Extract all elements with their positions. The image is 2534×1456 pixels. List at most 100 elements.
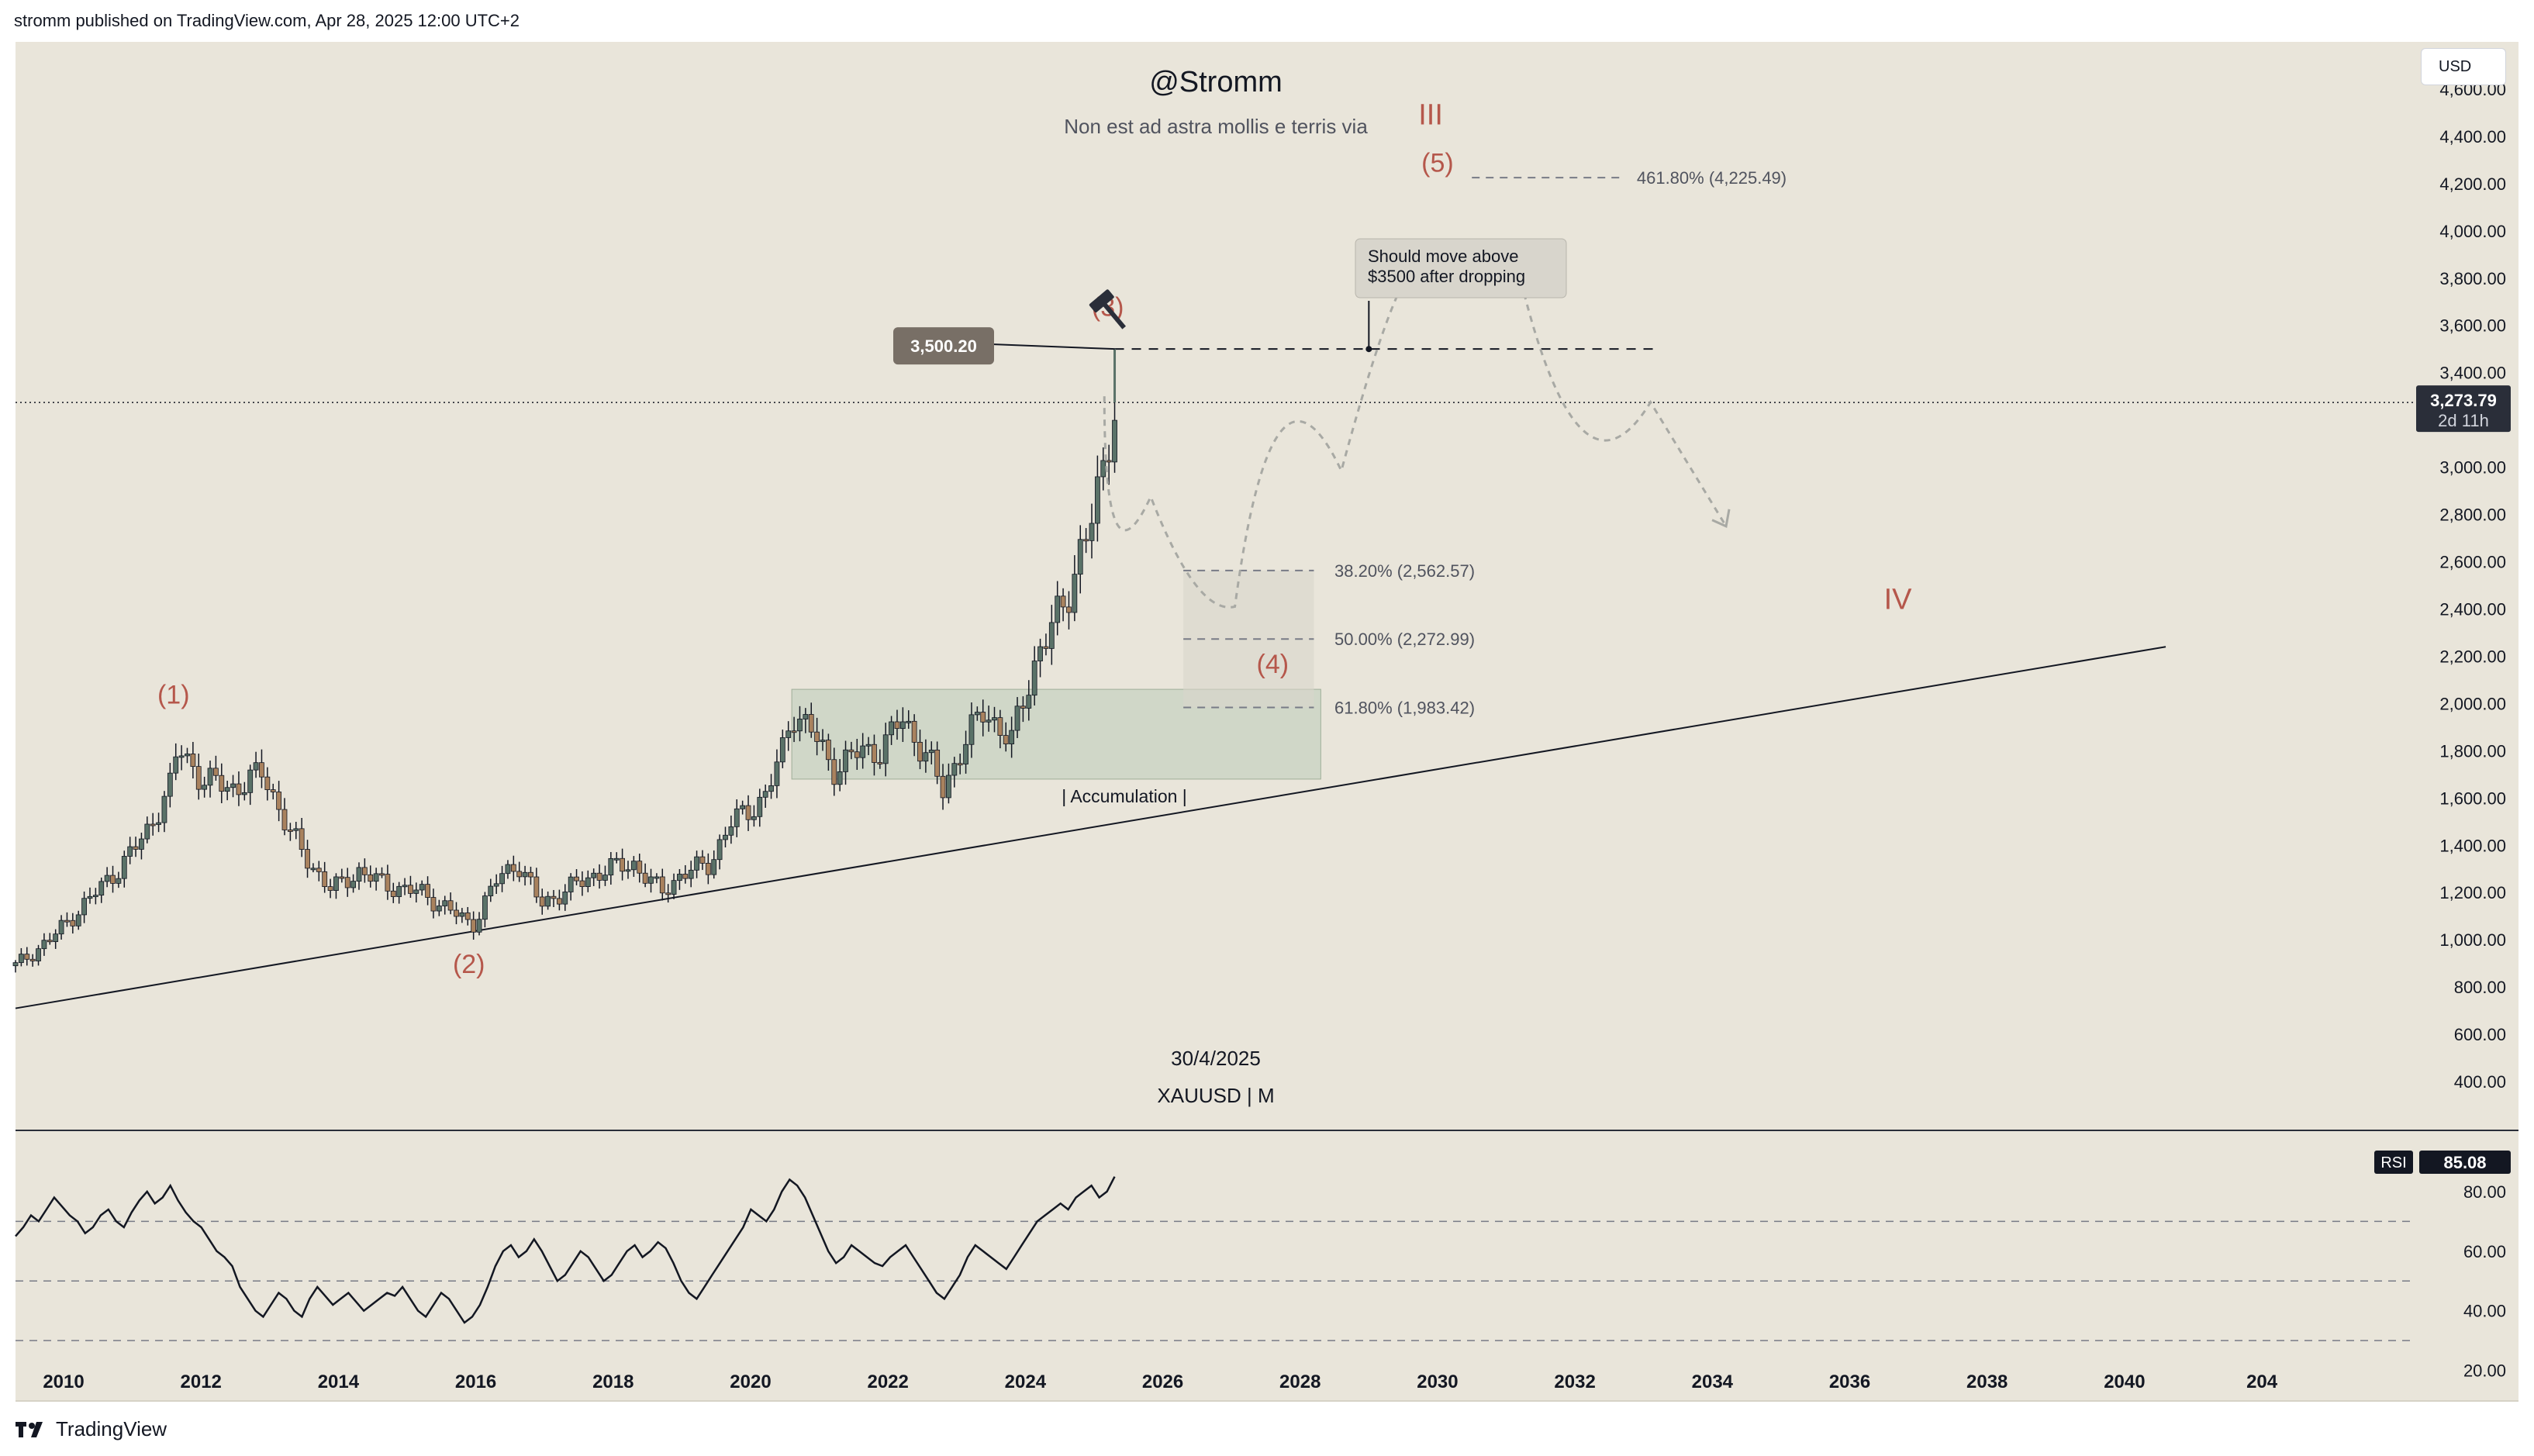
candle-body xyxy=(493,883,499,887)
candle-body xyxy=(992,717,997,721)
candle-body xyxy=(436,906,442,912)
candle-body xyxy=(951,763,958,776)
rsi-tick-label: 60.00 xyxy=(2463,1242,2506,1261)
currency-button[interactable]: USD xyxy=(2421,48,2506,85)
candle-body xyxy=(591,872,597,878)
candle-body xyxy=(161,795,167,823)
candle-body xyxy=(899,721,906,730)
candle-body xyxy=(447,900,454,911)
candle-body xyxy=(797,719,803,732)
candle-body xyxy=(820,740,826,742)
candle-body xyxy=(574,876,579,882)
candle-body xyxy=(339,876,345,879)
price-tick-label: 2,400.00 xyxy=(2439,599,2506,619)
candle-body xyxy=(247,769,254,793)
candle-body xyxy=(860,745,866,758)
fib-label: 61.80% (1,983.42) xyxy=(1334,698,1475,717)
time-tick-label: 204 xyxy=(2246,1371,2278,1392)
candle-body xyxy=(757,796,763,817)
projection-arrowhead xyxy=(1711,509,1731,528)
candle-body xyxy=(442,900,448,906)
candle-body xyxy=(1083,539,1089,542)
candle-body xyxy=(1112,419,1117,463)
candle-body xyxy=(293,828,299,831)
candle-body xyxy=(677,874,682,882)
candle-body xyxy=(327,886,333,891)
price-tick-label: 4,400.00 xyxy=(2439,127,2506,147)
time-tick-label: 2038 xyxy=(1966,1371,2008,1392)
candle-body xyxy=(1048,622,1055,649)
chart-title: @Stromm xyxy=(1149,66,1283,98)
candle-body xyxy=(882,734,889,764)
candle-body xyxy=(671,880,677,895)
candle-body xyxy=(957,763,963,766)
candle-body xyxy=(1031,661,1037,696)
candle-body xyxy=(785,730,792,738)
tradingview-brand: TradingView xyxy=(56,1417,167,1440)
candle-body xyxy=(64,919,70,923)
candle-body xyxy=(602,875,608,881)
candle-body xyxy=(213,768,219,776)
rsi-name-badge xyxy=(2374,1151,2413,1174)
candle-body xyxy=(946,775,951,799)
candle-body xyxy=(379,873,385,876)
candle-body xyxy=(316,868,322,872)
candle-body xyxy=(356,867,362,882)
candle-body xyxy=(1037,646,1043,661)
candle-body xyxy=(454,909,459,917)
price-tick-label: 2,000.00 xyxy=(2439,694,2506,713)
rsi-value-badge xyxy=(2419,1151,2511,1174)
candle-body xyxy=(505,864,511,875)
candle-body xyxy=(287,830,293,832)
candle-body xyxy=(963,744,968,764)
price-tick-label: 3,400.00 xyxy=(2439,364,2506,383)
publish-info: stromm published on TradingView.com, Apr… xyxy=(14,11,520,30)
candle-body xyxy=(808,714,814,733)
price-tick-label: 1,600.00 xyxy=(2439,788,2506,808)
candle-body xyxy=(18,954,24,964)
candle-body xyxy=(723,834,728,840)
time-tick-label: 2010 xyxy=(43,1371,84,1392)
candle-body xyxy=(195,766,202,790)
wave-label: III xyxy=(1418,99,1443,132)
candle-body xyxy=(1066,606,1072,613)
candle-body xyxy=(728,826,734,836)
time-tick-label: 2040 xyxy=(2104,1371,2145,1392)
candle-body xyxy=(837,771,843,785)
candle-body xyxy=(831,759,837,785)
candle-body xyxy=(81,898,87,916)
candle-body xyxy=(613,857,620,861)
price-tick-label: 4,000.00 xyxy=(2439,222,2506,241)
candle-body xyxy=(1003,735,1009,744)
candle-body xyxy=(694,856,699,871)
candle-body xyxy=(156,822,161,825)
candle-body xyxy=(682,874,689,879)
candle-body xyxy=(488,885,494,896)
candle-body xyxy=(825,740,831,761)
candle-body xyxy=(711,859,717,875)
candle-body xyxy=(768,785,774,792)
candle-body xyxy=(665,892,671,895)
candle-body xyxy=(259,762,264,778)
candle-body xyxy=(322,871,328,888)
time-tick-label: 2034 xyxy=(1692,1371,1734,1392)
candle-body xyxy=(396,885,402,897)
candle-body xyxy=(224,787,230,792)
candle-body xyxy=(917,741,923,762)
candle-body xyxy=(276,792,282,810)
candle-body xyxy=(848,749,854,753)
candle-body xyxy=(310,868,316,871)
candle-body xyxy=(510,864,516,872)
candle-body xyxy=(29,958,36,961)
price-tag-label: 3,500.20 xyxy=(910,336,977,356)
time-tick-label: 2018 xyxy=(592,1371,634,1392)
candle-body xyxy=(1009,730,1015,744)
candle-body xyxy=(1089,523,1095,541)
candle-body xyxy=(104,875,110,882)
price-tag-connector xyxy=(993,343,1115,350)
candle-body xyxy=(974,712,980,716)
price-tick-label: 1,800.00 xyxy=(2439,741,2506,761)
candle-body xyxy=(1094,476,1100,524)
candle-body xyxy=(923,752,929,762)
current-price-value: 3,273.79 xyxy=(2430,391,2497,410)
